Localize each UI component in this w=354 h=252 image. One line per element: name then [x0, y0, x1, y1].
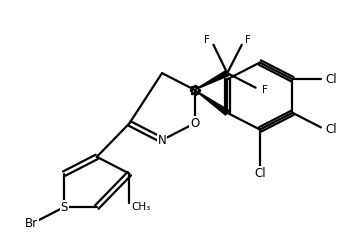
Text: Cl: Cl: [325, 123, 337, 136]
Text: Cl: Cl: [325, 73, 337, 86]
Text: Br: Br: [25, 217, 38, 230]
Text: S: S: [61, 201, 68, 214]
Text: Cl: Cl: [254, 167, 266, 180]
Text: F: F: [245, 36, 251, 46]
Polygon shape: [195, 90, 229, 115]
Text: O: O: [190, 117, 199, 130]
Polygon shape: [195, 71, 229, 90]
Text: F: F: [262, 85, 268, 95]
Text: CH₃: CH₃: [131, 202, 150, 212]
Text: F: F: [204, 36, 210, 46]
Text: N: N: [158, 134, 166, 147]
